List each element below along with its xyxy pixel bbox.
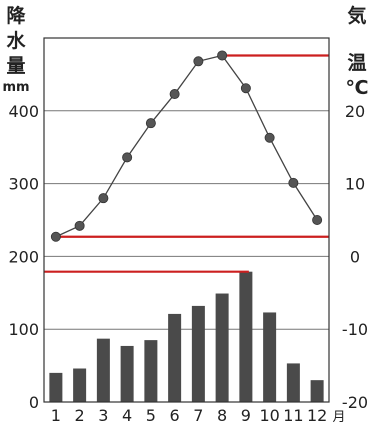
precipitation-bar: [239, 271, 253, 402]
temperature-point: [312, 214, 323, 225]
left-axis-title-char: 量: [6, 55, 26, 77]
month-label: 8: [217, 406, 227, 425]
left-axis-title-unit: mm: [2, 80, 30, 95]
temperature-point: [217, 50, 228, 61]
precipitation-bar: [144, 340, 158, 402]
temperature-point: [74, 220, 85, 231]
precipitation-bar: [120, 345, 134, 402]
x-unit-label: 月: [332, 410, 345, 425]
month-label: 3: [98, 406, 108, 425]
left-tick-label: 0: [29, 393, 39, 412]
right-axis-title: 気 温 ℃: [344, 4, 370, 101]
left-axis-title-char: 水: [6, 30, 26, 52]
precipitation-bar: [168, 313, 182, 402]
temperature-point: [122, 152, 133, 163]
temperature-point: [288, 177, 299, 188]
right-axis-title-char: 気: [347, 5, 367, 27]
precipitation-bar: [73, 368, 87, 402]
month-label: 11: [283, 406, 303, 425]
precipitation-bars: [49, 271, 324, 402]
grid-lines: [44, 110, 329, 330]
month-label: 6: [170, 406, 180, 425]
precipitation-bar: [49, 372, 63, 402]
temperature-point: [145, 118, 156, 129]
month-label: 5: [146, 406, 156, 425]
reference-lines: [44, 54, 329, 273]
precipitation-bar: [286, 363, 300, 402]
right-tick-label: -20: [342, 393, 368, 412]
precipitation-bar: [310, 380, 324, 402]
temperature-point: [50, 231, 61, 242]
month-label: 10: [259, 406, 279, 425]
right-tick-label: 10: [345, 175, 365, 194]
month-label: 1: [51, 406, 61, 425]
temperature-point: [264, 132, 275, 143]
month-label: 7: [193, 406, 203, 425]
plot-border: [43, 37, 330, 403]
left-tick-label: 100: [8, 320, 39, 339]
precipitation-bar: [96, 338, 110, 402]
month-label: 12: [307, 406, 327, 425]
temperature-line: [55, 54, 318, 238]
precipitation-bar: [263, 312, 277, 402]
right-axis-title-unit: ℃: [345, 77, 369, 99]
month-label: 9: [241, 406, 251, 425]
month-label: 2: [75, 406, 85, 425]
plot-frame: [43, 37, 330, 403]
temperature-point: [193, 56, 204, 67]
right-tick-label: -10: [342, 320, 368, 339]
temperature-series: [50, 50, 323, 242]
left-axis-title-char: 降: [6, 5, 26, 27]
left-tick-label: 200: [8, 247, 39, 266]
precipitation-bar: [191, 305, 205, 402]
right-tick-label: 0: [350, 247, 360, 266]
right-axis-title-char: 温: [347, 52, 367, 74]
month-label: 4: [122, 406, 132, 425]
left-tick-label: 400: [8, 102, 39, 121]
temperature-point: [240, 83, 251, 94]
temperature-point: [169, 89, 180, 100]
precipitation-bar: [215, 293, 229, 402]
right-tick-label: 20: [345, 102, 365, 121]
left-axis-title: 降 水 量 mm: [2, 4, 30, 97]
left-tick-label: 300: [8, 175, 39, 194]
temperature-point: [98, 193, 109, 204]
